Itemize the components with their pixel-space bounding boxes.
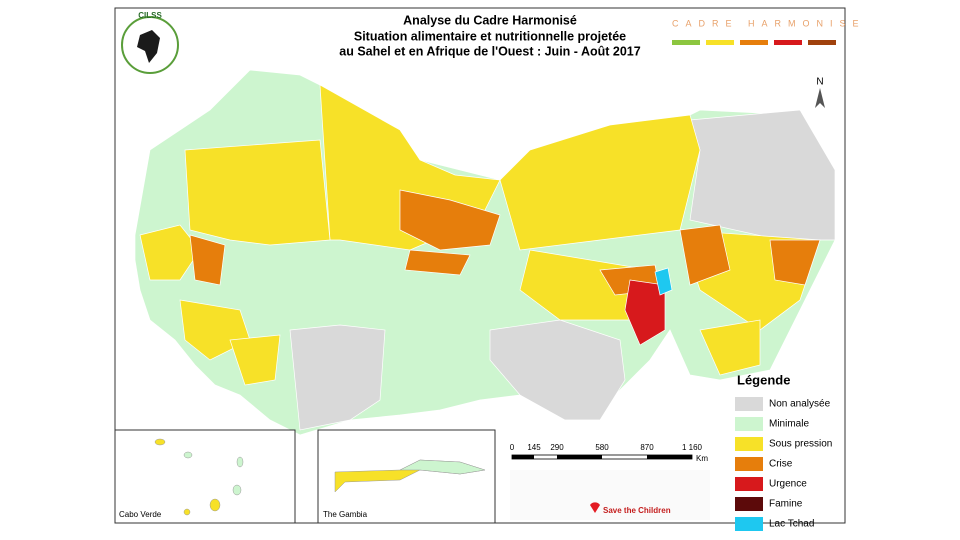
legend-label: Crise bbox=[769, 459, 793, 470]
island bbox=[183, 451, 193, 459]
inset-label: Cabo Verde bbox=[119, 510, 162, 519]
island bbox=[236, 456, 244, 468]
banner: CADRE HARMONISE bbox=[672, 18, 866, 28]
map bbox=[134, 69, 836, 436]
region bbox=[769, 239, 821, 286]
partners: Save the Children bbox=[510, 470, 710, 520]
island bbox=[209, 498, 221, 512]
region bbox=[399, 189, 501, 251]
legend-label: Famine bbox=[769, 499, 803, 510]
banner-bar bbox=[774, 40, 802, 45]
region bbox=[229, 334, 281, 386]
region bbox=[489, 319, 626, 421]
banner-bar bbox=[672, 40, 700, 45]
partner-name: Save the Children bbox=[603, 506, 671, 515]
banner-bar bbox=[706, 40, 734, 45]
gambia-east bbox=[399, 459, 486, 475]
scale-label: 1 160 bbox=[682, 443, 703, 452]
title: Analyse du Cadre Harmonisé bbox=[403, 13, 577, 27]
legend-swatch bbox=[735, 457, 763, 471]
inset-frame bbox=[114, 429, 296, 524]
subtitle: Situation alimentaire et nutritionnelle … bbox=[354, 29, 626, 43]
island bbox=[154, 438, 166, 446]
region bbox=[699, 319, 761, 376]
region bbox=[679, 224, 731, 286]
banner-bar bbox=[808, 40, 836, 45]
scale-label: 145 bbox=[527, 443, 541, 452]
legend-label: Non analysée bbox=[769, 399, 831, 410]
header: CILSS Analyse du Cadre Harmonisé Situati… bbox=[121, 11, 866, 108]
scale-label: 870 bbox=[640, 443, 654, 452]
scale-label: 580 bbox=[595, 443, 609, 452]
legend-swatch bbox=[735, 497, 763, 511]
banner-bar bbox=[740, 40, 768, 45]
legend-title: Légende bbox=[737, 372, 790, 387]
island bbox=[183, 508, 191, 516]
partner-icon bbox=[590, 502, 600, 513]
region bbox=[184, 139, 331, 246]
scale-segment bbox=[647, 455, 692, 459]
legend: Légende Non analysée Minimale Sous pressio… bbox=[735, 372, 832, 531]
legend-label: Sous pression bbox=[769, 439, 832, 450]
legend-swatch bbox=[735, 397, 763, 411]
legend-swatch bbox=[735, 437, 763, 451]
region bbox=[189, 234, 226, 286]
legend-label: Minimale bbox=[769, 419, 809, 430]
lake bbox=[654, 267, 673, 296]
inset-label: The Gambia bbox=[323, 510, 368, 519]
legend-label: Lac Tchad bbox=[769, 519, 814, 530]
partner-logos bbox=[510, 470, 710, 520]
logo-text: CILSS bbox=[138, 11, 162, 20]
region bbox=[519, 249, 651, 321]
region bbox=[139, 224, 201, 281]
legend-label: Urgence bbox=[769, 479, 807, 490]
north-label: N bbox=[816, 77, 823, 88]
scale-label: 290 bbox=[550, 443, 564, 452]
region bbox=[499, 114, 701, 251]
legend-swatch bbox=[735, 417, 763, 431]
scale-bar: 0 145 290 580 870 1 160 Km bbox=[510, 443, 709, 463]
scale-segment bbox=[557, 455, 602, 459]
subtitle: au Sahel et en Afrique de l'Ouest : Juin… bbox=[339, 44, 640, 58]
logo-wreath bbox=[121, 16, 179, 74]
insets: Cabo Verde The Gambia bbox=[114, 429, 496, 524]
region bbox=[404, 249, 471, 276]
legend-swatch bbox=[735, 517, 763, 531]
region bbox=[289, 324, 386, 431]
logo-africa bbox=[137, 30, 160, 63]
scale-label: 0 bbox=[510, 443, 515, 452]
north-arrow bbox=[815, 88, 825, 108]
legend-swatch bbox=[735, 477, 763, 491]
island bbox=[232, 484, 242, 496]
scale-unit: Km bbox=[696, 454, 708, 463]
scale-segment bbox=[512, 455, 534, 459]
